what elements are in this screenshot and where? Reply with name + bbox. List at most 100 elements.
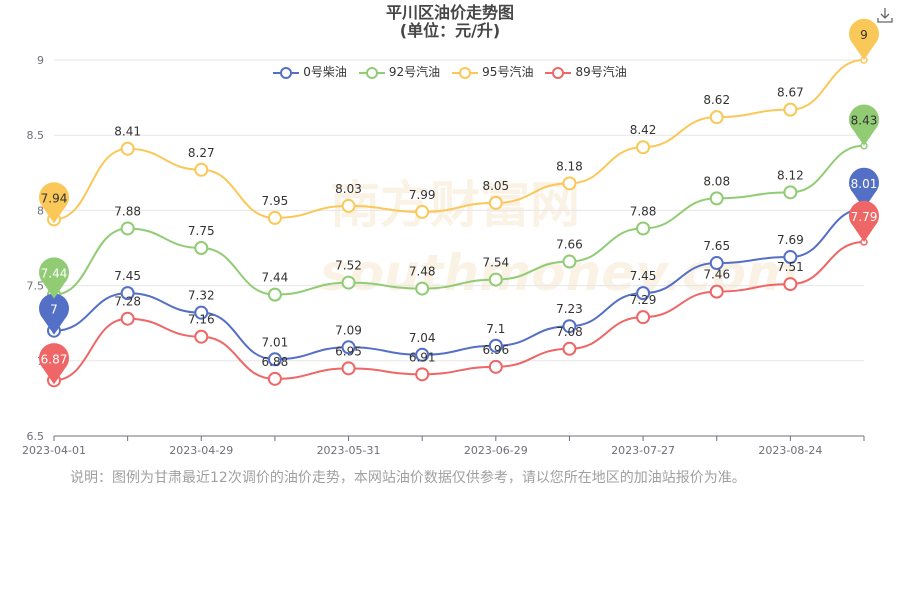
data-point[interactable]: [636, 286, 651, 301]
data-label: 7.65: [703, 239, 730, 253]
data-label: 7.88: [114, 204, 141, 218]
pin-shape: [39, 343, 69, 385]
data-point[interactable]: [636, 310, 651, 325]
data-label: 7.28: [114, 295, 141, 309]
pin-label: 7.44: [41, 267, 68, 281]
series-line: [53, 240, 865, 382]
data-point[interactable]: [341, 361, 356, 376]
data-point[interactable]: [636, 140, 651, 155]
data-point[interactable]: [194, 305, 209, 320]
pin-marker: 9: [849, 18, 879, 60]
pin-label: 7.79: [851, 210, 878, 224]
pin-label: 9: [860, 28, 868, 42]
data-point[interactable]: [194, 162, 209, 177]
data-label: 8.62: [703, 93, 730, 107]
data-point[interactable]: [120, 141, 135, 156]
data-point[interactable]: [488, 195, 503, 210]
data-point[interactable]: [636, 221, 651, 236]
data-label: 6.91: [409, 350, 436, 364]
data-point[interactable]: [562, 254, 577, 269]
data-label: 7.29: [630, 293, 657, 307]
data-point[interactable]: [267, 371, 282, 386]
pin-label: 8.43: [851, 114, 878, 128]
data-point[interactable]: [709, 191, 724, 206]
data-label: 7.51: [777, 260, 804, 274]
data-point[interactable]: [562, 341, 577, 356]
pin-label: 6.87: [41, 352, 68, 366]
data-point[interactable]: [709, 284, 724, 299]
legend-label: 95号汽油: [482, 65, 534, 79]
pin-marker: 7.44: [39, 257, 69, 299]
series-line: [53, 207, 865, 361]
legend-label: 92号汽油: [388, 65, 441, 79]
data-point[interactable]: [120, 311, 135, 326]
data-point[interactable]: [341, 275, 356, 290]
legend-item[interactable]: 95号汽油: [452, 63, 533, 80]
data-point[interactable]: [194, 241, 209, 255]
data-label: 7.54: [482, 256, 509, 270]
x-tick-label: 2023-04-29: [169, 444, 233, 457]
pin-shape: [39, 257, 69, 299]
legend-label: 89号汽油: [575, 65, 627, 79]
data-point[interactable]: [120, 221, 135, 236]
data-point[interactable]: [709, 256, 724, 271]
data-point[interactable]: [415, 367, 430, 382]
data-point[interactable]: [488, 272, 503, 287]
data-point[interactable]: [341, 198, 356, 213]
data-label: 7.09: [335, 323, 362, 337]
chart-title: 平川区油价走势图 (单位：元/升): [0, 4, 900, 40]
data-label: 7.88: [630, 204, 657, 218]
y-axis: 6.5 7 7.5 8 8.5 9: [27, 54, 864, 443]
data-point[interactable]: [783, 250, 798, 265]
legend-item[interactable]: 0号柴油: [273, 63, 347, 80]
pin-shape: [39, 182, 69, 224]
data-point[interactable]: [341, 340, 356, 355]
pin-shape: [849, 18, 879, 60]
legend-item[interactable]: 92号汽油: [358, 63, 441, 80]
legend-item[interactable]: 89号汽油: [545, 63, 627, 80]
data-point[interactable]: [709, 110, 724, 125]
download-icon[interactable]: [876, 6, 894, 24]
data-point[interactable]: [267, 210, 282, 225]
y-tick-label: 8.5: [27, 129, 45, 142]
x-tick-label: 2023-05-31: [317, 444, 381, 457]
data-point[interactable]: [267, 352, 282, 367]
x-tick-label: 2023-08-24: [758, 444, 822, 457]
data-label: 7.99: [409, 188, 436, 202]
pin-shape: [849, 104, 879, 146]
series-0: 7.45 7.32 7.01 7.09 7.04 7.1 7.23 7.45 7.65 7.69: [47, 205, 868, 367]
data-label: 8.18: [556, 159, 583, 173]
data-point[interactable]: [783, 185, 798, 200]
data-label: 8.41: [114, 125, 141, 139]
data-label: 7.75: [188, 224, 215, 238]
data-point[interactable]: [562, 319, 577, 334]
y-tick-label: 6.5: [27, 430, 45, 443]
series-2: 8.41 8.27 7.95 8.03 7.99 8.05 8.18 8.42 8.62 8.67: [47, 56, 868, 227]
data-point[interactable]: [783, 277, 798, 292]
y-tick-label: 9: [37, 54, 44, 67]
series-line: [53, 59, 865, 221]
data-label: 8.12: [777, 168, 804, 182]
pin-marker: 7.94: [39, 182, 69, 224]
data-label: 7.45: [630, 269, 657, 283]
data-point[interactable]: [194, 329, 209, 344]
x-tick-label: 2023-04-01: [22, 444, 86, 457]
data-point[interactable]: [562, 176, 577, 191]
data-point[interactable]: [415, 204, 430, 219]
legend-label: 0号柴油: [303, 65, 347, 79]
data-point[interactable]: [488, 359, 503, 374]
data-point[interactable]: [415, 281, 430, 296]
data-point[interactable]: [415, 347, 430, 362]
pin-shape: [849, 167, 880, 209]
data-label: 6.95: [335, 344, 362, 358]
data-point[interactable]: [267, 287, 282, 302]
data-label: 7.44: [262, 271, 289, 285]
data-label: 7.69: [777, 233, 804, 247]
data-point[interactable]: [488, 338, 503, 353]
data-point[interactable]: [783, 102, 798, 117]
data-label: 7.45: [114, 269, 141, 283]
series-3: 7.28 7.16 6.88 6.95 6.91 6.96 7.08 7.29 7.46 7.51: [47, 238, 868, 388]
data-label: 7.95: [262, 194, 289, 208]
data-point[interactable]: [120, 286, 135, 301]
